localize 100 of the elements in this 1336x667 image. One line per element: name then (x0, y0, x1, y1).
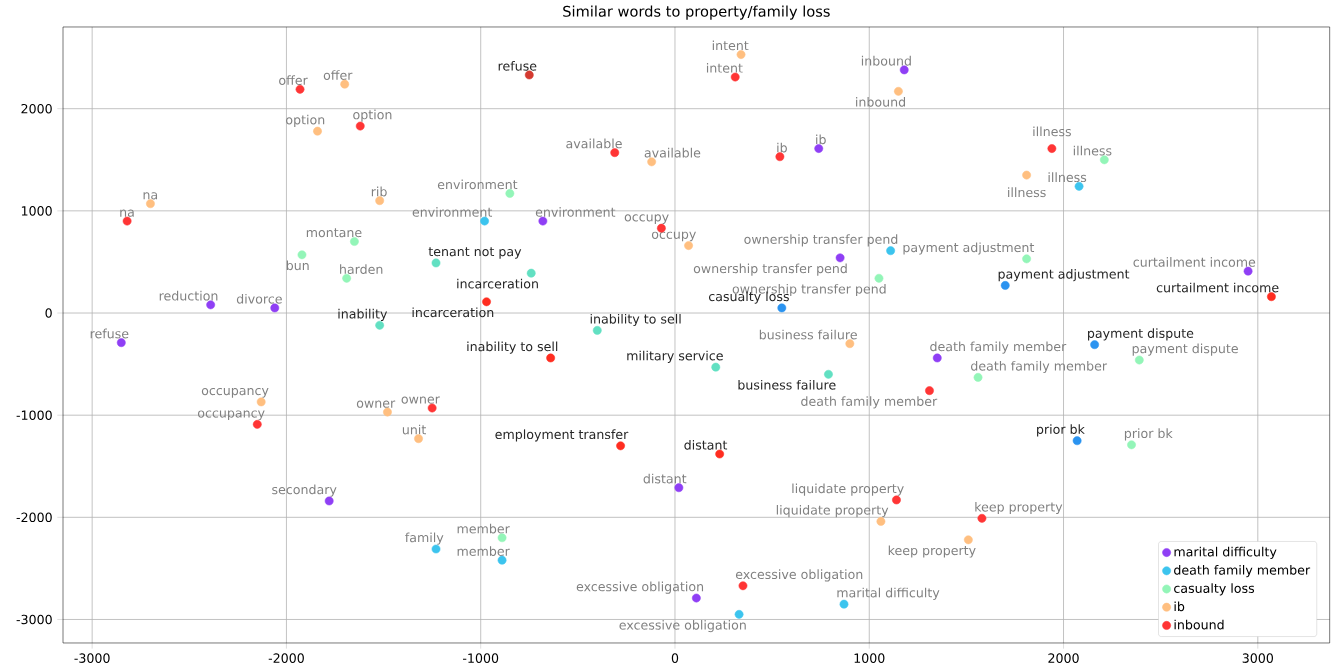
point (375, 320, 385, 330)
y-tick-label: -2000 (16, 512, 52, 522)
data-label: death family member (930, 341, 1067, 354)
point (839, 599, 849, 609)
point (738, 581, 748, 590)
y-tick-label: -1000 (16, 410, 52, 420)
point (715, 449, 725, 459)
point (1099, 155, 1109, 165)
data-label: excessive obligation (619, 619, 746, 633)
data-label: incarceration (457, 278, 538, 289)
point (1134, 355, 1144, 365)
point (482, 297, 491, 307)
point (874, 273, 884, 283)
data-label: owner (356, 400, 396, 408)
data-label: unit (402, 424, 426, 435)
data-label: employment transfer (495, 429, 629, 442)
data-label: option (353, 109, 392, 122)
data-label: inbound (861, 55, 911, 66)
data-label: montane (306, 228, 362, 238)
data-label: rib (371, 186, 387, 197)
data-label: available (566, 138, 622, 149)
data-label: na (120, 209, 134, 217)
data-label: illness (1008, 187, 1046, 197)
point (647, 157, 657, 167)
data-label: death family member (971, 360, 1108, 373)
legend-label: marital difficulty (1174, 546, 1277, 559)
point (313, 126, 322, 136)
data-label: owner (401, 396, 440, 404)
point (324, 496, 334, 506)
point (383, 407, 392, 417)
point (1243, 266, 1253, 276)
point (431, 258, 441, 268)
point (814, 144, 824, 153)
data-label: illness (1073, 145, 1112, 156)
data-label: military service (627, 350, 723, 363)
point (295, 84, 305, 94)
point (592, 325, 602, 335)
point (734, 609, 744, 619)
point (122, 216, 132, 226)
point (963, 535, 973, 545)
data-label: payment adjustment (903, 242, 1035, 255)
data-label: reduction (159, 290, 218, 301)
y-tick-label: 0 (45, 308, 52, 318)
data-label: marital difficulty (837, 587, 940, 600)
data-label: inability (338, 308, 388, 321)
point (526, 268, 536, 278)
data-label: intent (712, 40, 749, 51)
data-label: bun (286, 260, 309, 270)
data-label: excessive obligation (576, 581, 704, 594)
data-label: occupy (651, 231, 696, 242)
data-label: available (644, 147, 701, 158)
data-label: offer (279, 75, 308, 85)
data-label: business failure (738, 379, 836, 390)
data-label: ib (816, 134, 826, 145)
data-label: payment dispute (1088, 328, 1194, 341)
data-label: liquidate property (776, 504, 889, 517)
point (1072, 436, 1082, 445)
point (431, 544, 441, 554)
point (297, 250, 307, 260)
point (524, 70, 534, 80)
data-label: prior bk (1124, 428, 1173, 441)
data-label: occupancy (201, 387, 269, 398)
data-label: member (457, 546, 510, 556)
data-label: harden (340, 264, 383, 274)
data-label: refuse (90, 328, 129, 339)
data-label: ownership transfer pend (693, 263, 847, 276)
point (1127, 440, 1136, 450)
y-tick-label: -3000 (16, 614, 52, 625)
data-label: occupancy (197, 410, 265, 420)
point (835, 253, 845, 263)
point (977, 513, 987, 523)
data-label: refuse (498, 60, 537, 71)
data-label: curtailment income (1156, 282, 1279, 293)
point (892, 495, 901, 505)
point (497, 555, 507, 565)
data-label: liquidate property (792, 483, 904, 496)
point (480, 216, 489, 226)
data-label: prior bk (1037, 424, 1085, 437)
legend-label: ib (1174, 601, 1185, 612)
point (1074, 181, 1084, 191)
point (1022, 170, 1032, 180)
point (206, 300, 216, 310)
data-label: payment adjustment (998, 268, 1130, 282)
data-label: curtailment income (1133, 256, 1256, 267)
point (1047, 144, 1057, 153)
data-label: divorce (236, 293, 282, 304)
x-tick-label: 2000 (1048, 653, 1079, 663)
data-label: distant (684, 439, 728, 450)
data-label: family (405, 532, 444, 545)
data-label: ownership transfer pend (744, 234, 898, 247)
data-label: secondary (272, 484, 337, 497)
point (824, 369, 833, 379)
point (894, 86, 903, 96)
point (730, 72, 740, 82)
point (775, 152, 785, 161)
point (899, 65, 909, 75)
data-label: business failure (759, 329, 857, 340)
data-label: inability to sell (590, 313, 681, 326)
data-label: death family member (801, 396, 938, 409)
point (925, 386, 934, 395)
